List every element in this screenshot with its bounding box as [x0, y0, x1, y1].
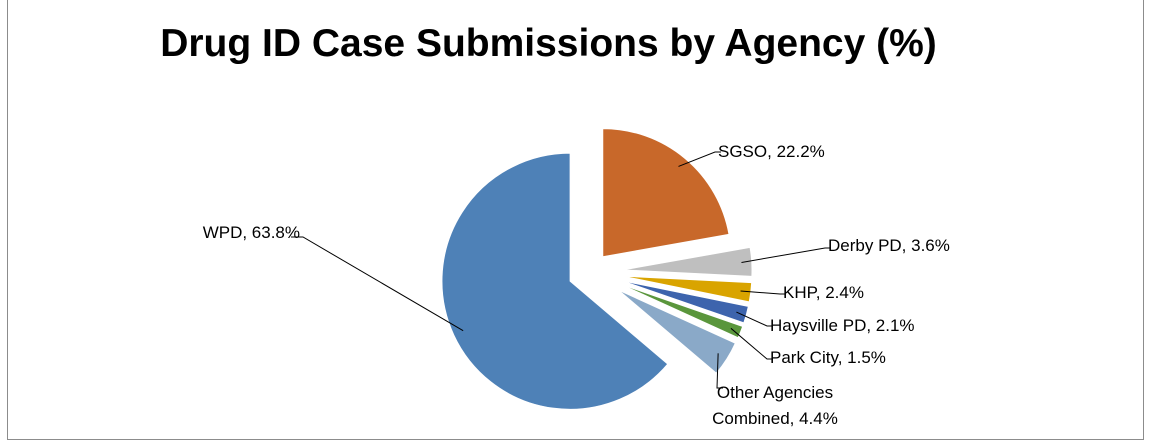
data-label: WPD, 63.8% [202, 223, 300, 242]
data-label: Haysville PD, 2.1% [770, 316, 915, 335]
leader-line [741, 247, 831, 263]
chart-title: Drug ID Case Submissions by Agency (%) [160, 22, 937, 65]
pie-slice [621, 284, 744, 339]
leader-line [740, 290, 786, 295]
pie-slice [618, 289, 736, 374]
data-label: Park City, 1.5% [770, 348, 886, 367]
data-label: Other Agencies Combined, 4.4% [712, 383, 838, 428]
chart-frame [7, 0, 1144, 440]
pie-slice [602, 128, 730, 258]
leader-line [291, 236, 464, 332]
pie-slice [623, 246, 753, 277]
data-label: Derby PD, 3.6% [828, 236, 950, 255]
pie-slice [623, 275, 752, 303]
leader-line [730, 327, 773, 360]
data-label: KHP, 2.4% [783, 283, 864, 302]
pie-slice [622, 280, 749, 324]
data-label: SGSO, 22.2% [718, 142, 825, 161]
pie-slice [441, 152, 669, 410]
leader-line [678, 151, 721, 167]
leader-line [716, 353, 723, 389]
leader-line [736, 311, 773, 327]
